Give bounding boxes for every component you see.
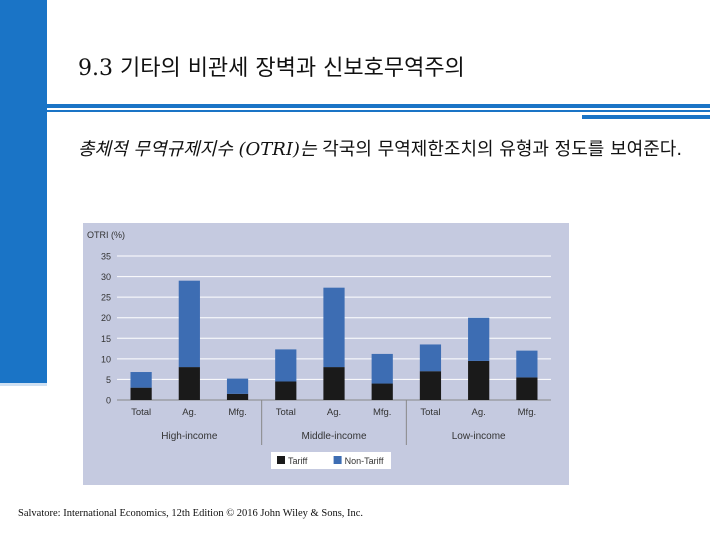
bar-tariff-8 (468, 360, 490, 400)
y-tick-label: 15 (101, 334, 111, 344)
title-rule-top (47, 104, 710, 108)
title-rule-accent (582, 115, 710, 119)
legend-swatch (333, 456, 342, 464)
x-tick-label: Ag. (327, 407, 341, 418)
footer-citation: Salvatore: International Economics, 12th… (18, 508, 364, 519)
y-tick-label: 20 (101, 313, 111, 323)
left-accent-bar (0, 0, 47, 383)
bar-tariff-6 (371, 383, 393, 400)
bar-non-tariff-6 (371, 353, 393, 384)
x-tick-label: Ag. (472, 407, 486, 418)
bar-tariff-2 (178, 367, 200, 400)
y-tick-label: 25 (101, 293, 111, 303)
x-tick-label: Mfg. (373, 407, 391, 418)
bar-non-tariff-2 (178, 280, 200, 368)
body-rest: 각국의 무역제한조치의 유형과 정도를 보여준다. (316, 139, 683, 160)
bar-non-tariff-9 (516, 350, 538, 378)
x-tick-label: Total (420, 407, 440, 418)
legend-label: Tariff (288, 456, 308, 466)
legend-swatch (277, 456, 285, 464)
left-accent-line (0, 383, 47, 386)
y-tick-label: 5 (106, 375, 111, 385)
x-tick-label: Ag. (182, 407, 196, 418)
bar-tariff-9 (516, 377, 538, 400)
title-rule-bottom (47, 110, 710, 112)
bar-non-tariff-8 (468, 317, 490, 361)
bar-tariff-1 (130, 387, 152, 400)
legend-box (271, 452, 391, 469)
body-highlight: 총체적 무역규제지수 (OTRI)는 (78, 139, 317, 160)
bar-non-tariff-5 (323, 287, 345, 368)
bar-non-tariff-1 (130, 372, 152, 388)
bar-non-tariff-3 (226, 378, 249, 394)
legend-label: Non-Tariff (345, 456, 384, 466)
slide-title: 9.3 기타의 비관세 장벽과 신보호무역주의 (78, 56, 465, 81)
bar-non-tariff-7 (419, 344, 442, 372)
y-tick-label: 0 (106, 396, 111, 406)
bar-tariff-5 (323, 367, 345, 400)
x-tick-label: Mfg. (228, 407, 246, 418)
bar-tariff-3 (226, 393, 249, 400)
group-label: High-income (161, 431, 218, 442)
y-tick-label: 10 (101, 354, 111, 364)
x-tick-label: Total (276, 407, 296, 418)
bar-non-tariff-4 (275, 349, 297, 382)
x-tick-label: Mfg. (518, 407, 536, 418)
bar-tariff-7 (419, 371, 442, 400)
x-tick-label: Total (131, 407, 151, 418)
group-label: Middle-income (301, 431, 366, 442)
group-label: Low-income (452, 431, 506, 442)
y-axis-label: OTRI (%) (87, 230, 125, 240)
y-tick-label: 30 (101, 272, 111, 282)
chart-svg: OTRI (%) 0 5 10 15 20 25 30 35 Total Ag. Mfg. Total A… (83, 223, 569, 485)
otri-chart: OTRI (%) 0 5 10 15 20 25 30 35 Total Ag. Mfg. Total A… (83, 223, 569, 485)
y-tick-label: 35 (101, 252, 111, 262)
slide-body: 총체적 무역규제지수 (OTRI)는 각국의 무역제한조치의 유형과 정도를 보… (78, 136, 698, 164)
bar-tariff-4 (275, 381, 297, 400)
